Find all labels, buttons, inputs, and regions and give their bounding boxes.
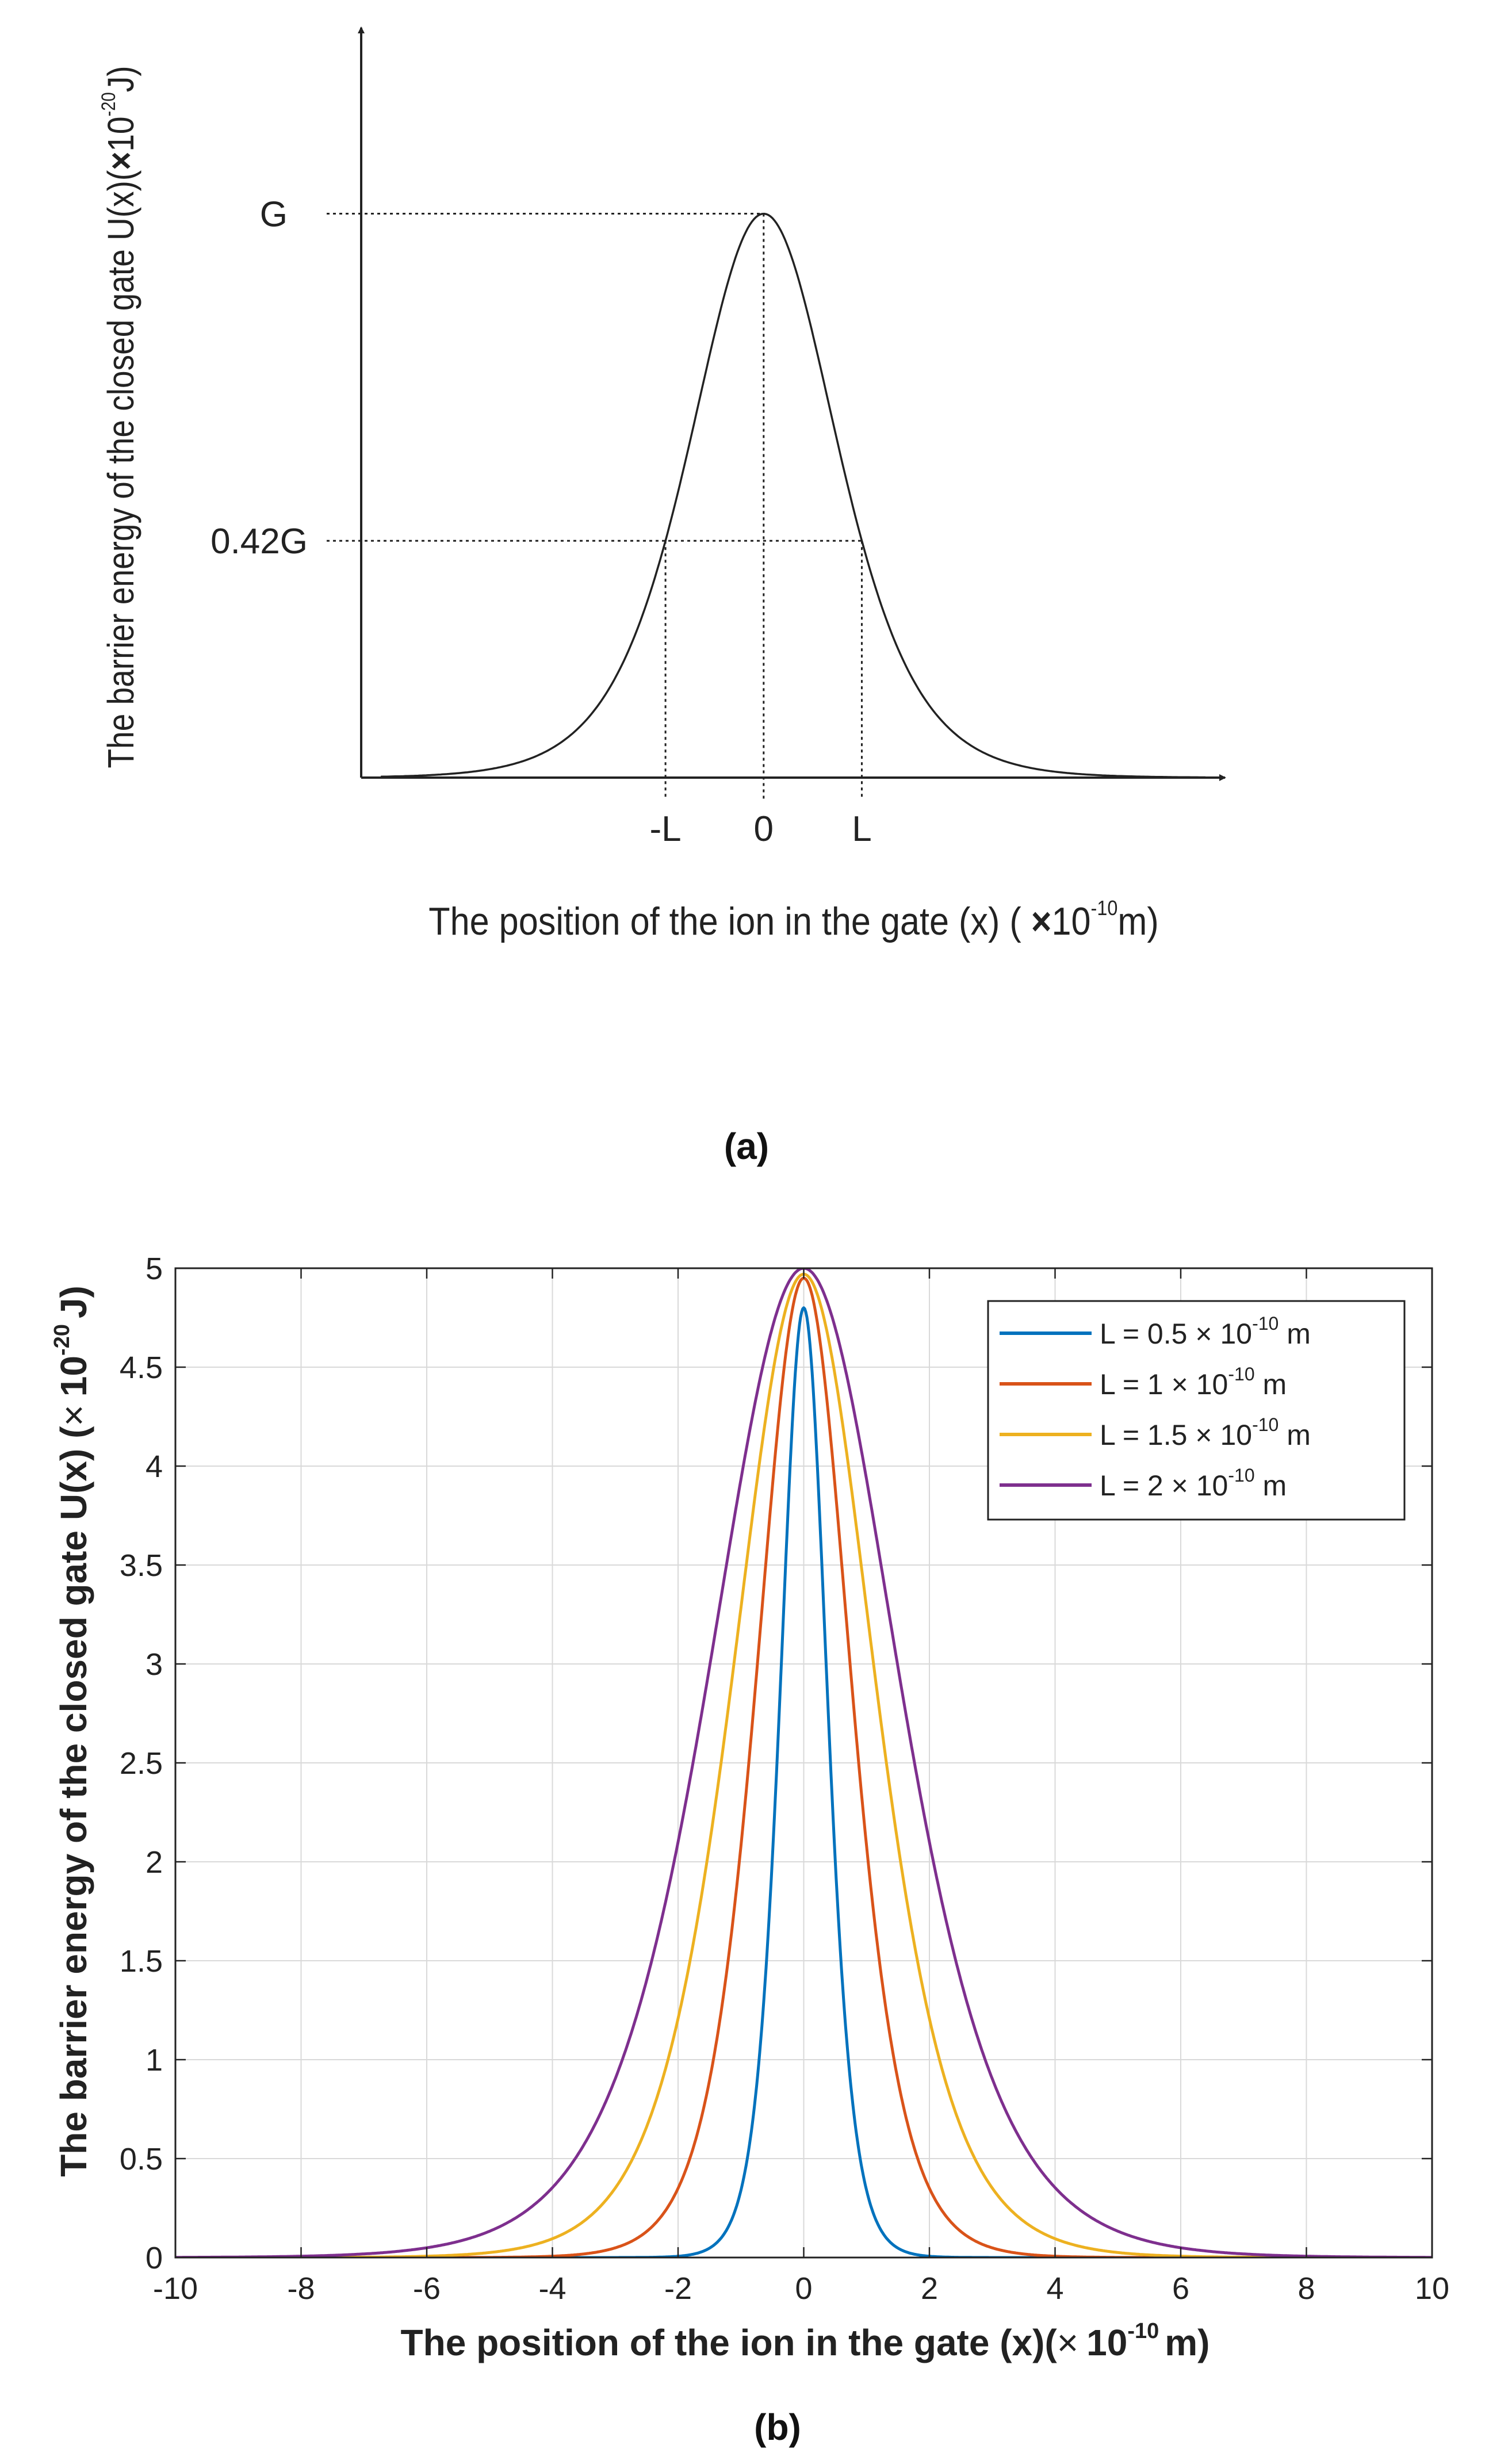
panel-b-y-tick-label: 4.5 xyxy=(120,1350,163,1385)
panel-b-y-tick-label: 2 xyxy=(146,1845,163,1880)
panel-b-x-tick-label: -10 xyxy=(153,2271,198,2306)
panel-b-y-tick-label: 4 xyxy=(146,1449,163,1484)
panel-b-legend: L = 0.5 × 10-10 m L = 1 × 10-10 m L = 1.5 … xyxy=(987,1300,1406,1521)
panel-b-legend-label: L = 0.5 × 10-10 m xyxy=(1100,1313,1311,1350)
panel-b-x-tick-label: 0 xyxy=(795,2271,812,2306)
panel-a-y-axis-label: The barrier energy of the closed gate U(… xyxy=(97,66,141,768)
panel-b-y-tick-label: 5 xyxy=(146,1252,163,1286)
panel-b-y-tick-labels: 0 0.5 1 1.5 2 2.5 3 3.5 4 4.5 5 xyxy=(120,1252,163,2275)
panel-b-legend-label: L = 1.5 × 10-10 m xyxy=(1100,1414,1311,1451)
panel-b-y-tick-label: 0.5 xyxy=(120,2142,163,2176)
panel-a-y-tick-label: G xyxy=(260,195,288,235)
panel-a-x-tick-label: L xyxy=(852,809,871,849)
panel-a-conceptual-plot: -L 0 L G 0.42G The position of the ion in t… xyxy=(97,26,1226,943)
panel-b-x-tick-label: 10 xyxy=(1415,2271,1449,2306)
panel-b-series-line-0 xyxy=(175,1306,1432,2258)
panel-b-x-axis-label: The position of the ion in the gate (x)(… xyxy=(401,2319,1210,2363)
panel-b-legend-box xyxy=(987,1300,1406,1521)
panel-b-y-axis-label: The barrier energy of the closed gate U(… xyxy=(50,1285,94,2177)
panel-a-x-tick-labels: -L 0 L xyxy=(650,809,872,849)
panel-b-legend-label: L = 2 × 10-10 m xyxy=(1100,1465,1287,1502)
panel-a-x-axis-label: The position of the ion in the gate (x) … xyxy=(428,897,1158,943)
panel-a-y-tick-labels: G 0.42G xyxy=(210,195,308,562)
panel-b-x-tick-label: -8 xyxy=(287,2271,315,2306)
panel-b-y-tick-label: 3 xyxy=(146,1647,163,1682)
panel-b-tick-marks xyxy=(174,1267,1433,2259)
panel-b-x-tick-label: -2 xyxy=(664,2271,692,2306)
panel-a-y-tick-label: 0.42G xyxy=(210,522,308,561)
panel-b-x-tick-label: 8 xyxy=(1297,2271,1315,2306)
panel-b-x-tick-label: 4 xyxy=(1046,2271,1063,2306)
panel-b-x-tick-labels: -10 -8 -6 -4 -2 0 2 4 6 8 10 xyxy=(153,2271,1449,2306)
panel-b-y-tick-label: 0 xyxy=(146,2241,163,2275)
panel-b-y-tick-label: 1.5 xyxy=(120,1944,163,1979)
panel-a-guide-lines xyxy=(327,213,863,799)
panel-b-caption: (b) xyxy=(754,2406,801,2448)
panel-a-barrier-curve xyxy=(381,212,1205,779)
panel-a-x-tick-label: -L xyxy=(650,809,682,849)
panel-b-legend-label: L = 1 × 10-10 m xyxy=(1100,1364,1287,1401)
panel-b-x-tick-label: -6 xyxy=(413,2271,441,2306)
panel-b-x-tick-label: 2 xyxy=(921,2271,938,2306)
panel-b-line-chart: -10 -8 -6 -4 -2 0 2 4 6 8 10 0 0.5 1 1.5 2 2.5 3 3.5 4 4.5 5… xyxy=(50,1252,1449,2363)
panel-b-y-tick-label: 1 xyxy=(146,2043,163,2077)
panel-a-caption: (a) xyxy=(724,1126,769,1167)
panel-b-x-tick-label: 6 xyxy=(1172,2271,1189,2306)
panel-b-x-tick-label: -4 xyxy=(538,2271,566,2306)
panel-b-y-tick-label: 3.5 xyxy=(120,1548,163,1583)
panel-b-y-tick-label: 2.5 xyxy=(120,1746,163,1781)
panel-b-series-line-3 xyxy=(175,1268,1432,2258)
panel-a-x-tick-label: 0 xyxy=(754,809,774,849)
